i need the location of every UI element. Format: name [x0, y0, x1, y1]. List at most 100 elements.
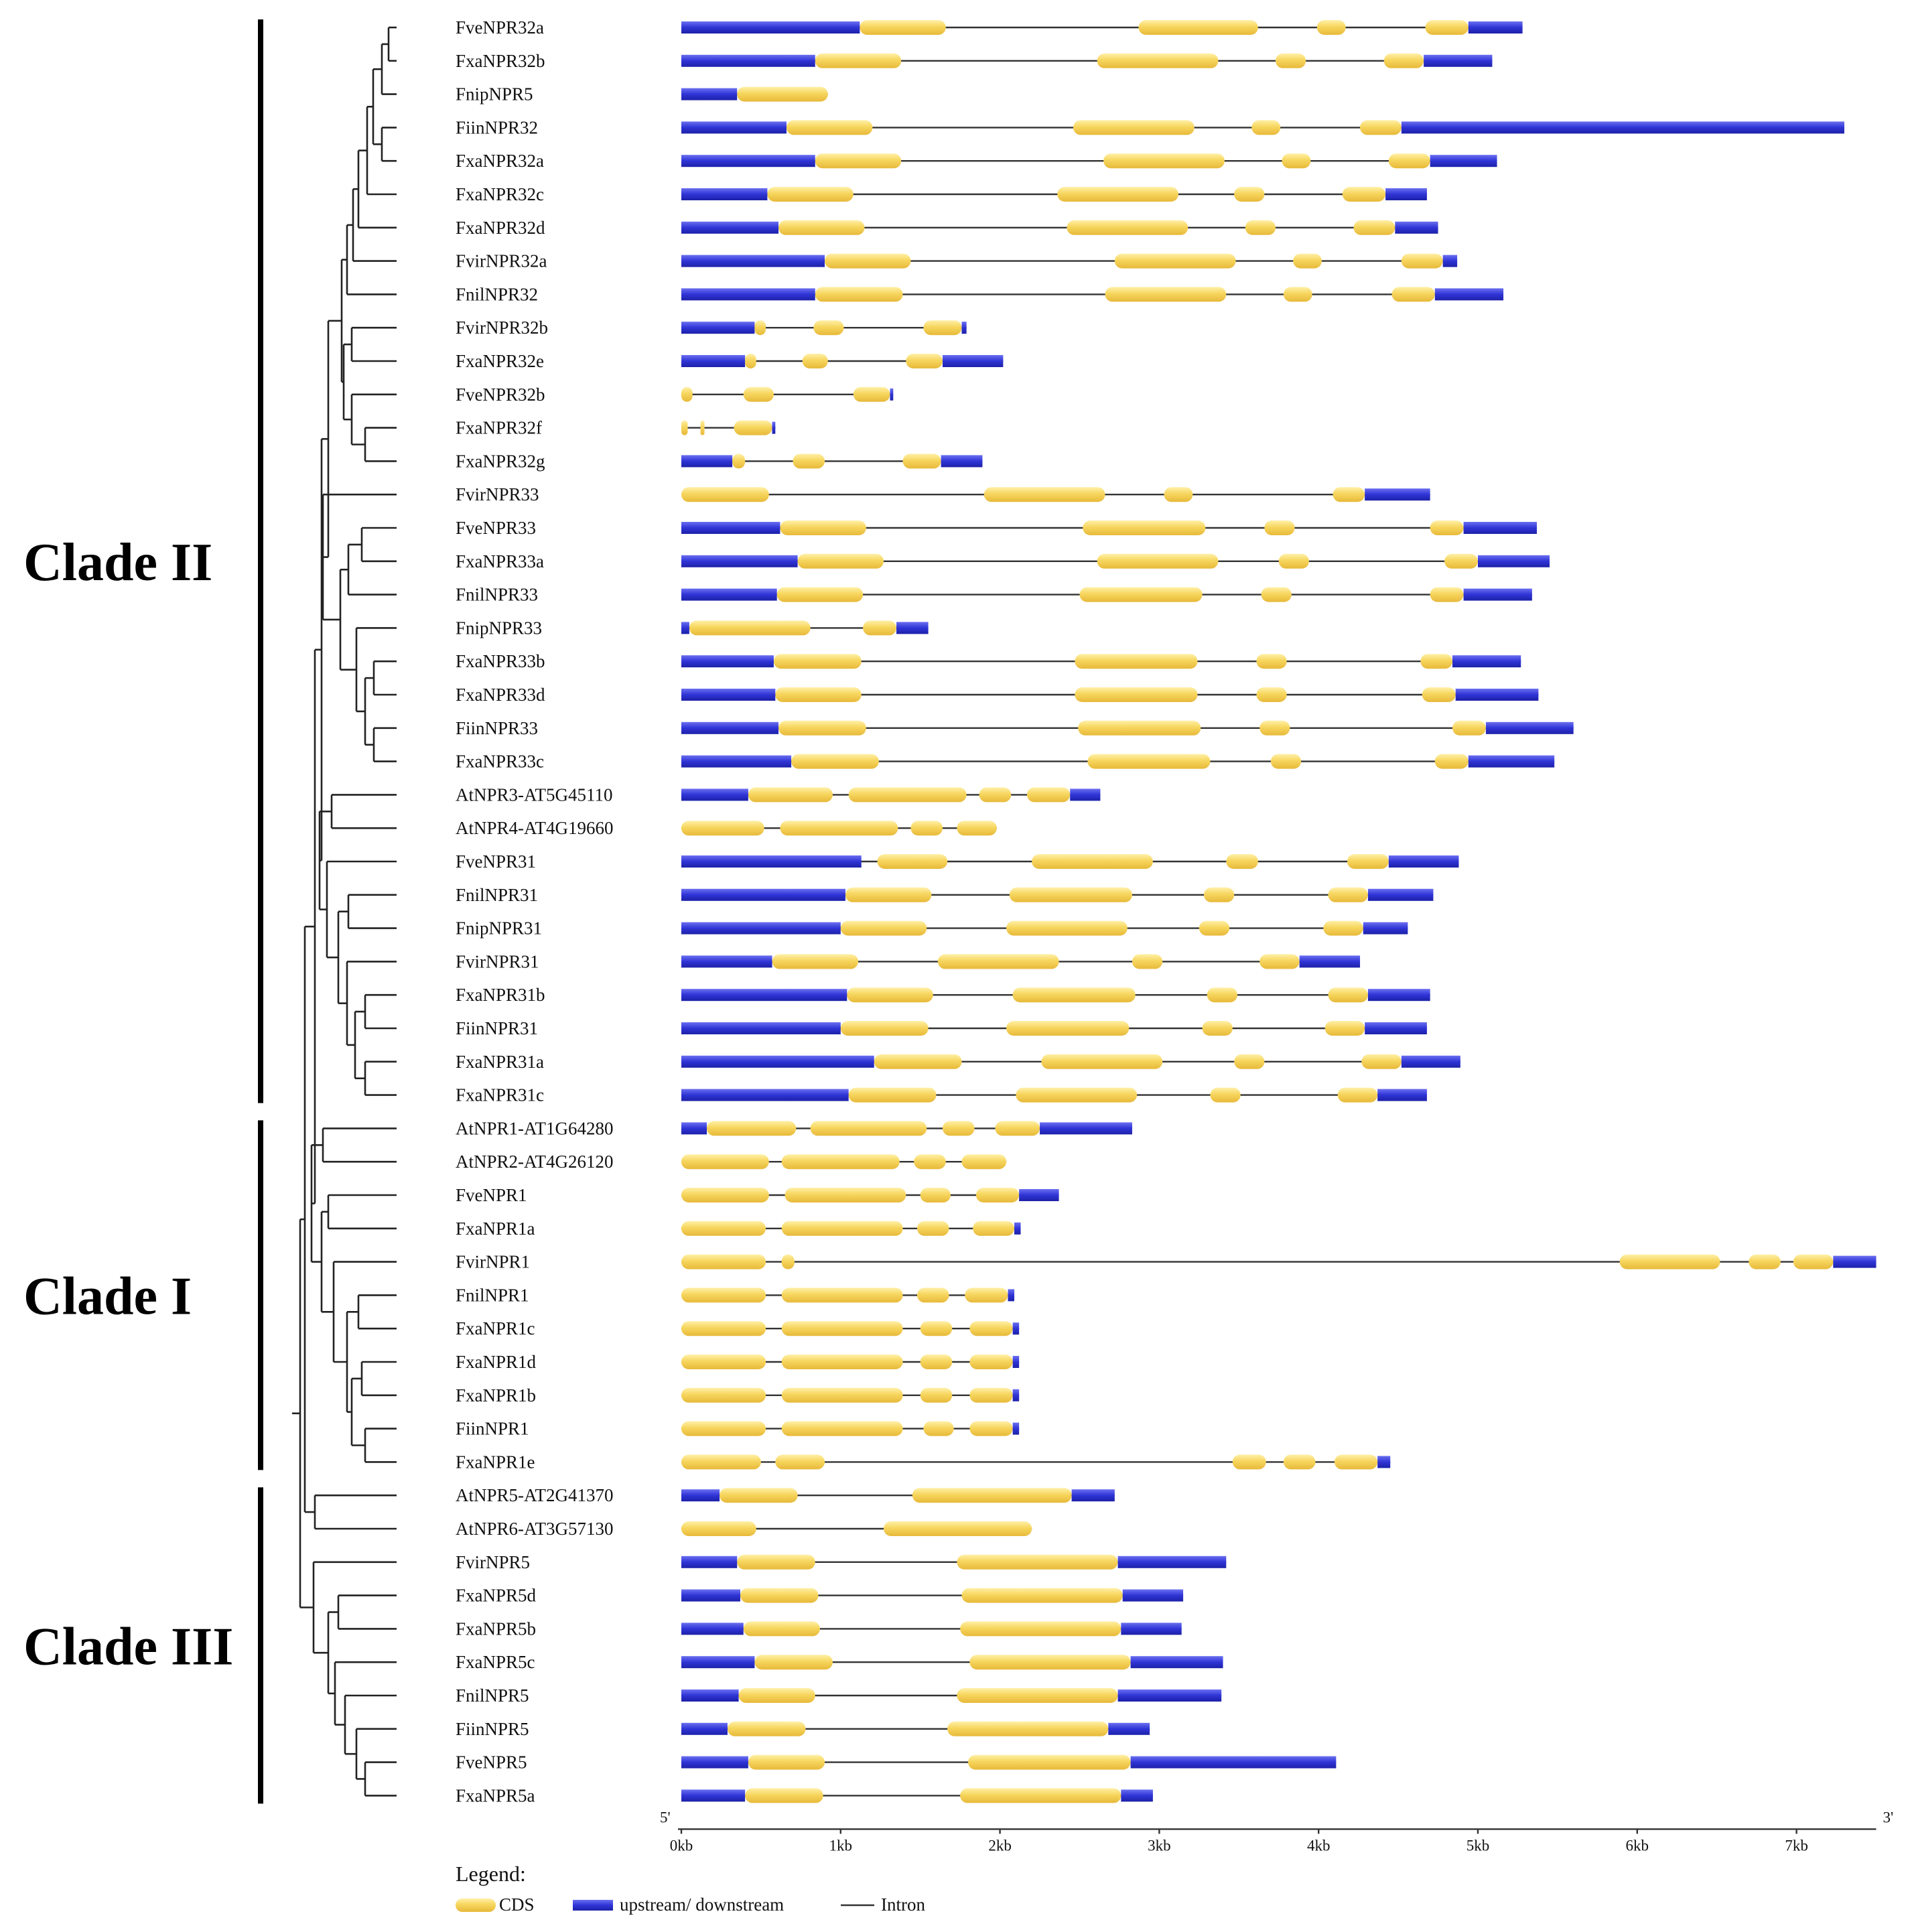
cds-segment: [961, 1154, 1007, 1170]
utr-segment: [681, 989, 847, 1002]
utr-segment: [681, 1122, 707, 1135]
utr-segment: [1385, 188, 1427, 200]
gene-label: AtNPR4-AT4G19660: [456, 818, 614, 838]
axis-ticks: 0kb 1kb 2kb 3kb 4kb 5kb 6kb 7kb: [670, 1829, 1808, 1854]
utr-segment: [1468, 21, 1523, 33]
utr-segment: [1463, 588, 1532, 601]
cds-segment: [1132, 954, 1163, 969]
gene-label: FxaNPR32b: [456, 51, 545, 71]
cds-segment: [1452, 720, 1486, 736]
cds-segment: [786, 120, 873, 135]
cds-segment: [1264, 521, 1295, 535]
gene-label: FvirNPR31: [456, 951, 539, 971]
gene-label: FvirNPR33: [456, 484, 539, 504]
cds-segment: [1009, 887, 1132, 902]
utr-segment: [681, 855, 862, 868]
cds-segment: [727, 1721, 806, 1736]
gene-structure: [681, 187, 1427, 202]
utr-segment: [681, 622, 689, 634]
utr-segment: [681, 721, 779, 734]
cds-segment: [923, 1421, 954, 1436]
gene-label: FnilNPR31: [456, 885, 538, 905]
cds-segment: [1333, 487, 1365, 502]
cds-segment: [1316, 20, 1346, 35]
gene-structure: [681, 821, 997, 836]
gene-label: FxaNPR32g: [456, 451, 545, 471]
cds-segment: [748, 1754, 825, 1770]
utr-segment: [1377, 1456, 1391, 1468]
cds-segment: [912, 1488, 1072, 1503]
gene-label: FxaNPR5c: [456, 1652, 535, 1672]
gene-structure: [681, 220, 1438, 235]
utr-segment: [1121, 1789, 1153, 1802]
cds-segment: [775, 1454, 825, 1470]
cds-segment: [840, 1021, 929, 1036]
cds-segment: [1226, 854, 1258, 869]
gene-structure: [681, 920, 1408, 936]
cds-segment: [681, 487, 769, 502]
cds-segment: [776, 587, 864, 602]
utr-segment: [681, 21, 860, 33]
utr-segment: [681, 755, 792, 768]
utr-segment: [1008, 1289, 1015, 1302]
cds-segment: [957, 821, 997, 836]
cds-segment: [681, 821, 764, 836]
cds-segment: [1425, 20, 1469, 35]
utr-segment: [1455, 689, 1539, 701]
axis-tick-label: 1kb: [829, 1837, 853, 1854]
cds-segment: [1275, 53, 1306, 68]
gene-label: FxaNPR33a: [456, 551, 544, 571]
cds-segment: [1749, 1254, 1781, 1269]
legend-cds-label: CDS: [499, 1894, 535, 1915]
utr-segment: [681, 555, 798, 567]
cds-segment: [1430, 521, 1464, 535]
gene-structure: [681, 1488, 1115, 1503]
utr-segment: [681, 288, 815, 301]
cds-segment: [961, 1588, 1123, 1603]
cds-segment: [815, 53, 902, 68]
utr-segment: [890, 388, 894, 401]
cds-segment: [681, 1254, 766, 1269]
cds-segment: [1388, 153, 1430, 169]
gene-structure: [681, 153, 1497, 169]
cds-segment: [920, 1387, 953, 1403]
cds-segment: [973, 1221, 1015, 1236]
cds-segment: [681, 1387, 766, 1403]
utr-segment: [1430, 155, 1497, 167]
cds-segment: [1207, 987, 1237, 1003]
cds-segment: [773, 654, 862, 669]
cds-segment: [1334, 1454, 1378, 1470]
axis-tick-label: 2kb: [988, 1837, 1012, 1854]
cds-segment: [781, 1421, 903, 1436]
cds-segment: [1006, 920, 1128, 936]
utr-segment: [1012, 1422, 1020, 1435]
cds-segment: [720, 1488, 798, 1503]
utr-segment: [1012, 1356, 1020, 1368]
utr-segment: [1367, 888, 1434, 901]
cds-segment: [983, 487, 1105, 502]
gene-structure: [681, 420, 776, 435]
utr-segment: [681, 1556, 738, 1568]
cds-segment: [815, 287, 903, 302]
cds-segment: [1251, 120, 1281, 135]
cds-segment: [1203, 887, 1235, 902]
utr-segment: [681, 1055, 874, 1068]
cds-segment: [1347, 854, 1389, 869]
gene-structure: [681, 1387, 1020, 1403]
utr-segment: [681, 655, 774, 668]
cds-segment: [778, 720, 866, 736]
utr-segment: [1434, 288, 1504, 301]
utr-segment: [1485, 721, 1574, 734]
gene-label: FnipNPR33: [456, 618, 542, 638]
three-prime-label: 3': [1883, 1809, 1894, 1825]
cds-segment: [781, 1221, 903, 1236]
cds-segment: [772, 954, 858, 969]
five-prime-label: 5': [660, 1809, 671, 1825]
clade-label: Clade II: [23, 533, 212, 592]
cds-segment: [781, 1288, 903, 1303]
cds-segment: [1164, 487, 1193, 502]
cds-segment: [781, 1154, 900, 1170]
cds-segment: [681, 1288, 766, 1303]
cds-segment: [920, 1355, 953, 1369]
